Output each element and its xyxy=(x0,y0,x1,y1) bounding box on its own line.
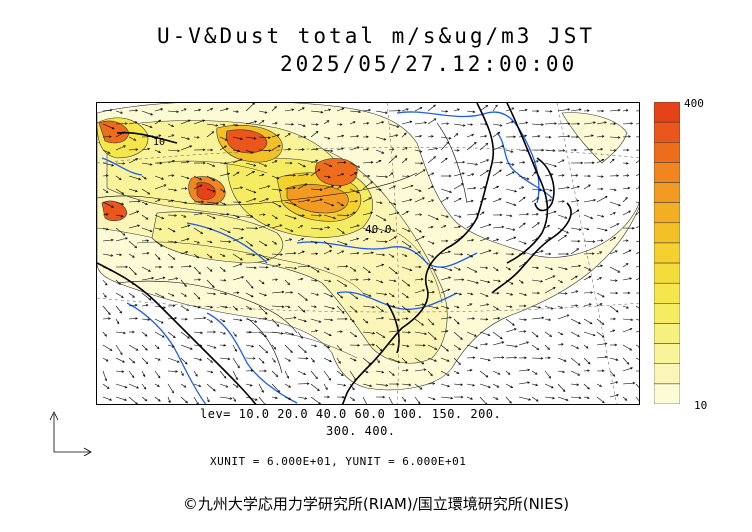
color-scale-step xyxy=(654,121,680,143)
map-timestamp: 2025/05/27.12:00:00 xyxy=(280,52,578,76)
color-scale-step xyxy=(654,202,680,224)
contour-label-small: 10 xyxy=(153,137,165,148)
rivers xyxy=(101,111,553,404)
color-scale-step xyxy=(654,102,680,123)
wind-vectors xyxy=(102,103,639,404)
color-scale-step xyxy=(654,323,680,344)
color-scale-step xyxy=(654,383,680,404)
color-scale-step xyxy=(654,182,680,203)
color-scale-step xyxy=(654,162,680,183)
dust-shading xyxy=(97,103,639,391)
color-scale-step xyxy=(654,343,680,364)
color-scale-max-label: 400 xyxy=(684,97,704,110)
color-scale-step xyxy=(654,142,680,163)
color-scale-bar xyxy=(654,102,680,404)
contour-levels-line2: 300. 400. xyxy=(326,424,396,438)
map-title: U-V&Dust total m/s&ug/m3 JST xyxy=(156,24,595,48)
graticule xyxy=(97,103,639,404)
color-scale-step xyxy=(654,363,680,385)
vector-unit-label: XUNIT = 6.000E+01, YUNIT = 6.000E+01 xyxy=(210,455,467,468)
color-scale-min-label: 10 xyxy=(694,399,708,412)
copyright-credit: ©九州大学応用力学研究所(RIAM)/国立環境研究所(NIES) xyxy=(182,495,570,513)
contour-levels-line1: lev= 10.0 20.0 40.0 60.0 100. 150. 200. xyxy=(200,407,502,421)
color-scale-step xyxy=(654,222,680,244)
reference-vector-arrows xyxy=(49,411,92,456)
country-borders xyxy=(97,122,468,374)
color-scale-step xyxy=(654,262,680,284)
contour-label: 40.0 xyxy=(365,223,392,236)
color-scale-step xyxy=(654,303,680,324)
color-scale-step xyxy=(654,282,680,304)
coastlines xyxy=(97,103,572,404)
color-scale-step xyxy=(654,242,680,264)
dust-map: 40.0 10 xyxy=(96,102,640,405)
